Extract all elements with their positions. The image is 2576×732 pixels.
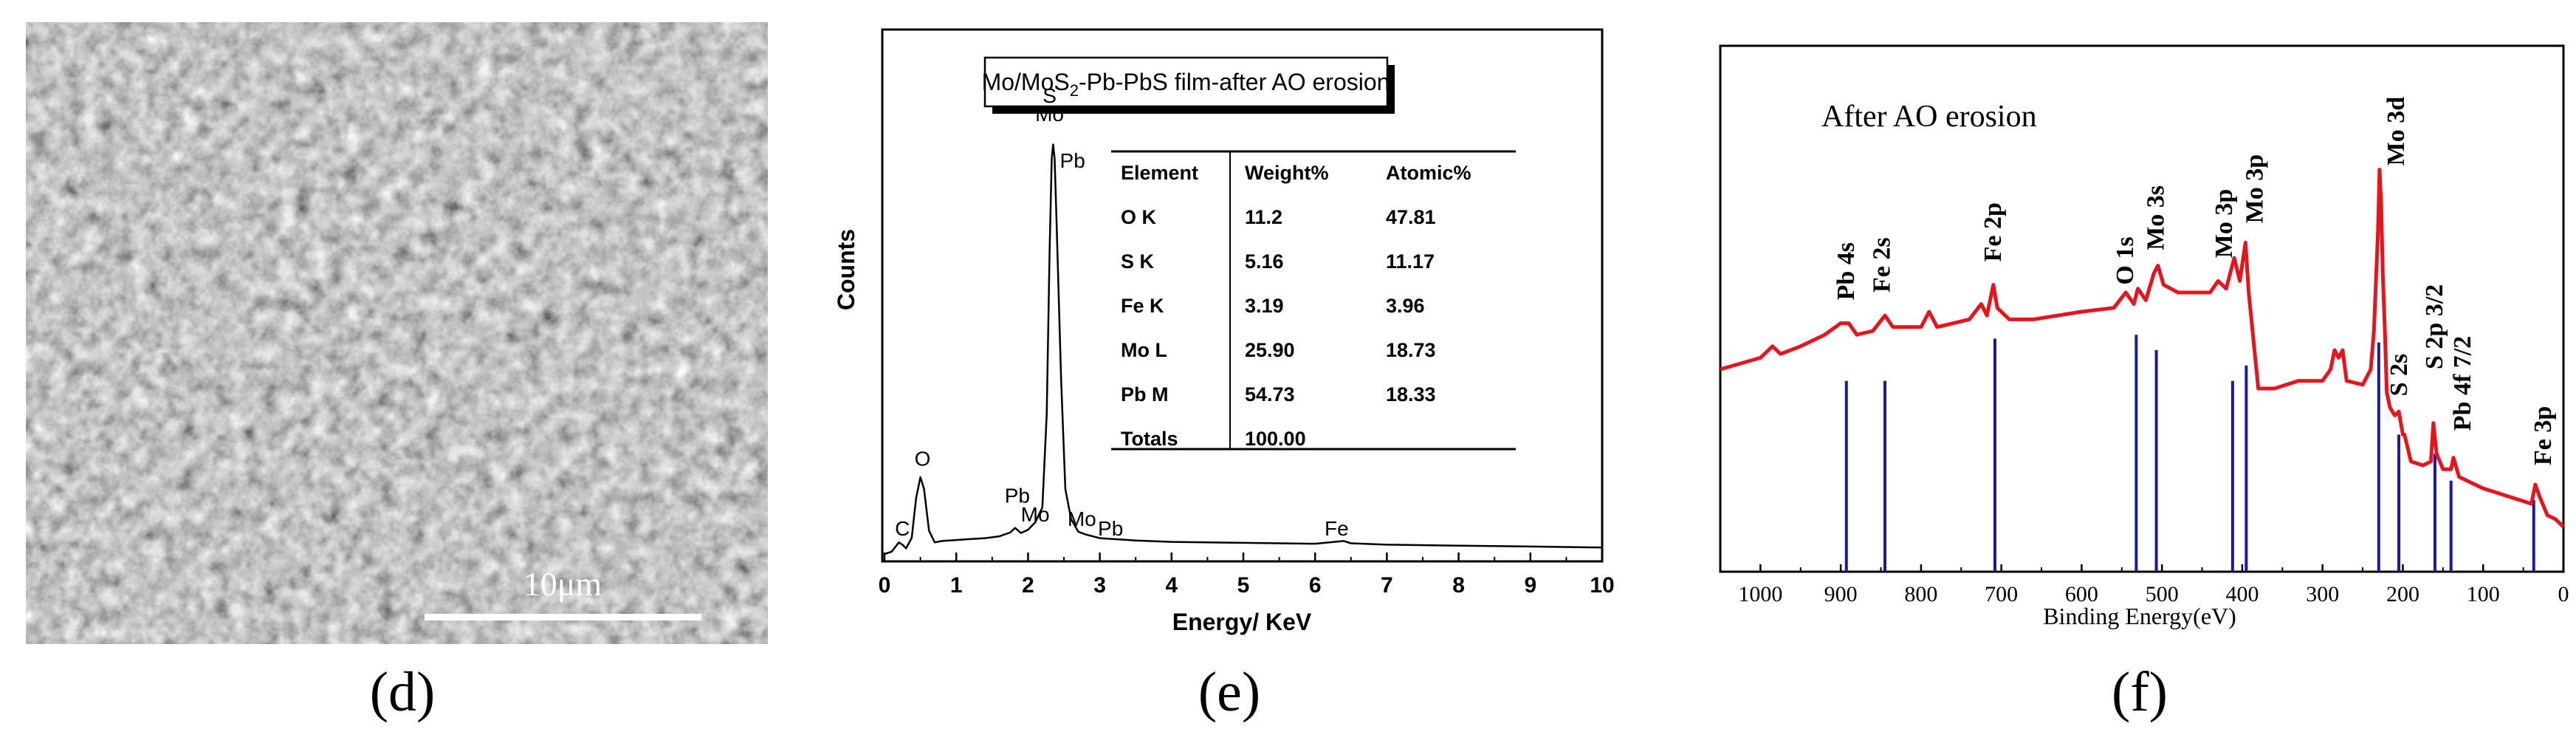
peak-annotation: Pb 4s <box>1833 242 1860 300</box>
x-axis-label: Energy/ KeV <box>1172 609 1312 635</box>
table-cell: Mo L <box>1121 339 1167 361</box>
peak-label: Mo <box>1035 103 1064 126</box>
peak-label: Pb <box>1098 517 1123 540</box>
table-cell: 47.81 <box>1386 206 1436 228</box>
peak-label: Pb <box>1005 485 1030 507</box>
peak-label: Pb <box>1060 149 1085 172</box>
peak-label: Mo <box>1021 503 1050 526</box>
peak-label: Mo <box>1068 507 1096 530</box>
peak-annotation: Mo 3d <box>2383 97 2410 166</box>
peak-label: C <box>895 517 910 540</box>
table-cell: 25.90 <box>1245 339 1295 361</box>
table-header-weight: Weight% <box>1245 162 1329 184</box>
table-cell: S K <box>1121 250 1155 273</box>
panel-label-f: (f) <box>2112 661 2168 723</box>
plot-frame <box>1719 44 2565 573</box>
xps-chart: After AO erosion 1000 900 800 700 600 500 400 3… <box>1719 44 2569 723</box>
title-subscript: 2 <box>1070 81 1079 100</box>
x-tick-label: 2 <box>1022 573 1034 598</box>
x-tick-label: 500 <box>2146 582 2179 606</box>
x-tick-label: 4 <box>1165 573 1178 598</box>
peak-annotation: S 2p 3/2 <box>2421 284 2448 369</box>
chart-title: Mo/MoS2-Pb-PbS film-after AO erosion <box>982 69 1390 100</box>
plot-frame <box>881 28 1604 563</box>
x-tick-label: 5 <box>1237 573 1250 598</box>
panel-e: Mo/MoS2-Pb-PbS film-after AO erosion Ele… <box>820 0 1676 732</box>
x-tick-label: 6 <box>1309 573 1322 598</box>
x-tick-label: 0 <box>879 573 891 598</box>
x-tick-label: 700 <box>1985 582 2018 606</box>
peak-annotation: Mo 3s <box>2143 185 2170 250</box>
peak-label: O <box>915 447 931 470</box>
eds-spectrum-line <box>884 143 1603 555</box>
title-part: -Pb-PbS film-after AO erosion <box>1079 69 1390 95</box>
table-cell: 3.19 <box>1245 295 1284 317</box>
peak-annotation: O 1s <box>2112 236 2139 284</box>
eds-axes: 0 1 2 3 4 5 6 7 8 9 10 <box>879 553 1615 598</box>
table-cell: 5.16 <box>1245 250 1284 273</box>
x-tick-label: 300 <box>2306 582 2339 606</box>
xps-axes: 1000 900 800 700 600 500 400 300 200 100 0 <box>1738 564 2569 606</box>
peak-annotation: Fe 3p <box>2529 406 2557 465</box>
sem-figure: 10μm (d) <box>26 22 768 723</box>
table-cell: 100.00 <box>1245 428 1306 450</box>
xps-series <box>1720 168 2565 529</box>
peak-annotation: Mo 3p <box>2211 189 2238 259</box>
table-header-element: Element <box>1121 162 1198 184</box>
table-cell: 11.17 <box>1386 250 1435 273</box>
table-cell: Fe K <box>1121 295 1164 317</box>
peak-annotation: Fe 2s <box>1869 237 1896 293</box>
peak-label: Fe <box>1325 517 1349 540</box>
peak-annotation: S 2s <box>2386 354 2413 397</box>
title-part: Mo/MoS <box>982 69 1070 95</box>
panel-label-d: (d) <box>370 661 436 723</box>
xps-spectrum-line <box>1720 168 2565 529</box>
y-axis-label: Counts <box>833 229 859 310</box>
x-tick-label: 100 <box>2467 582 2500 606</box>
x-tick-label: 7 <box>1381 573 1393 598</box>
x-tick-label: 800 <box>1904 582 1937 606</box>
x-tick-label: 0 <box>2558 582 2569 606</box>
chart-title: After AO erosion <box>1821 100 2037 134</box>
table-cell: 3.96 <box>1386 295 1425 317</box>
panel-f: After AO erosion 1000 900 800 700 600 500 400 3… <box>1683 0 2576 732</box>
x-tick-label: 3 <box>1093 573 1106 598</box>
composition-table: Element Weight% Atomic% O K 11.2 47.81 S K 5… <box>1111 150 1516 451</box>
panel-d: 10μm (d) <box>0 0 805 732</box>
table-cell: 11.2 <box>1245 206 1282 228</box>
panel-label-e: (e) <box>1198 661 1260 723</box>
peak-annotation: Fe 2p <box>1979 202 2007 261</box>
x-tick-label: 8 <box>1452 573 1465 598</box>
eds-series <box>884 143 1603 555</box>
peak-annotation: Mo 3p <box>2241 154 2268 224</box>
peak-annotation: Pb 4f 7/2 <box>2449 336 2476 431</box>
table-cell: 18.73 <box>1386 339 1436 361</box>
x-tick-label: 10 <box>1590 573 1614 598</box>
table-header-atomic: Atomic% <box>1386 162 1471 184</box>
x-axis-label: Binding Energy(eV) <box>2043 603 2236 629</box>
x-tick-label: 400 <box>2225 582 2259 606</box>
x-tick-label: 600 <box>2065 582 2098 606</box>
x-tick-label: 1 <box>950 573 963 598</box>
table-cell: 18.33 <box>1386 383 1436 406</box>
x-tick-label: 9 <box>1524 573 1536 598</box>
table-cell: Pb M <box>1121 383 1169 406</box>
title-box <box>983 56 1389 108</box>
table-cell: 54.73 <box>1245 383 1295 406</box>
scale-bar-label: 10μm <box>523 565 602 603</box>
table-body: O K 11.2 47.81 S K 5.16 11.17 Fe K 3.19 3.96 Mo L… <box>1121 206 1436 450</box>
peak-label: S <box>1043 84 1057 107</box>
table-cell: O K <box>1121 206 1157 228</box>
scale-bar <box>425 614 701 620</box>
eds-chart: Mo/MoS2-Pb-PbS film-after AO erosion Ele… <box>833 28 1615 723</box>
x-tick-label: 900 <box>1824 582 1858 606</box>
sem-image <box>26 22 768 644</box>
x-tick-label: 1000 <box>1738 582 1782 606</box>
xps-reference-lines <box>1844 335 2535 572</box>
table-cell: Totals <box>1121 428 1178 450</box>
x-tick-label: 200 <box>2386 582 2419 606</box>
